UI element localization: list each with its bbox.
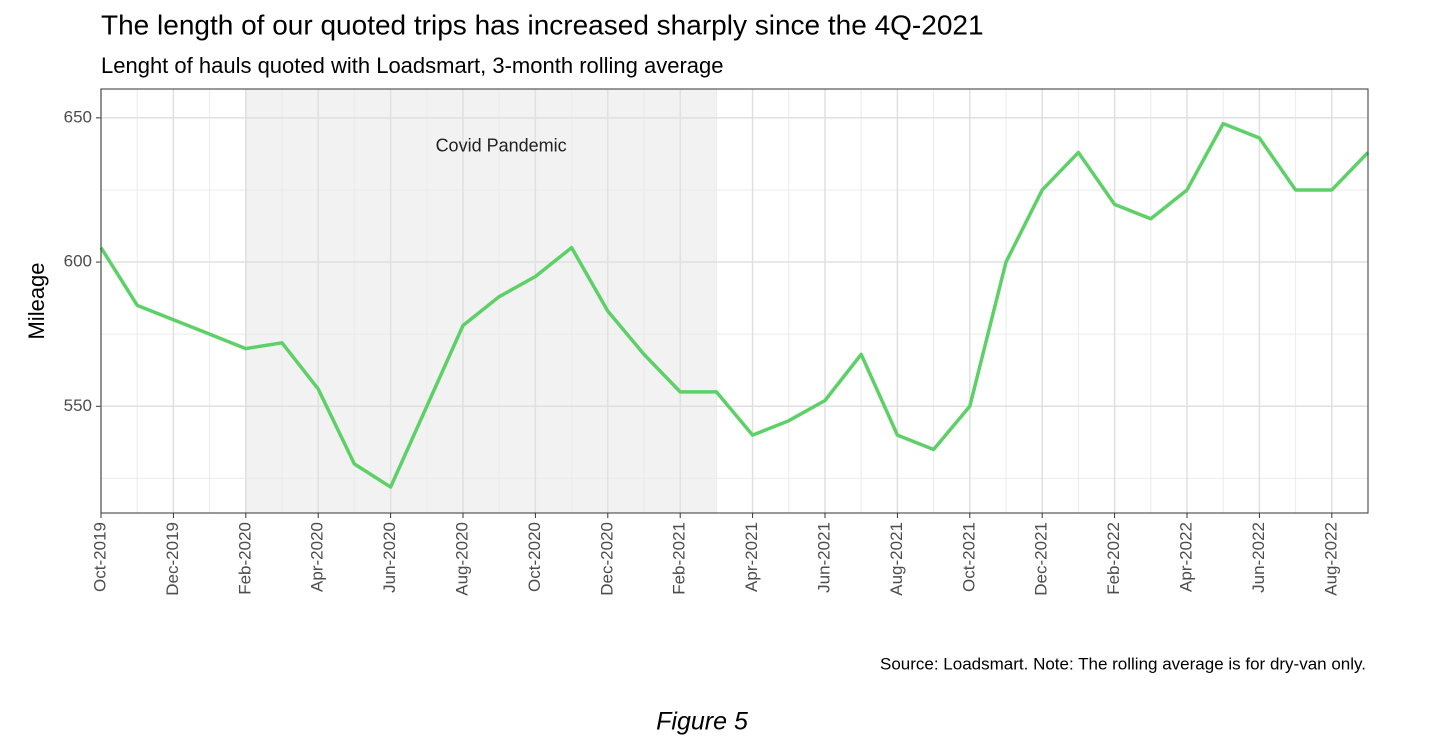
x-tick-label: Oct-2020 xyxy=(525,522,544,592)
x-tick-label: Aug-2020 xyxy=(452,522,471,596)
x-tick-label: Feb-2021 xyxy=(670,522,689,595)
x-tick-label: Aug-2021 xyxy=(887,522,906,596)
shaded-region xyxy=(245,89,717,513)
x-tick-label: Feb-2020 xyxy=(235,522,254,595)
x-tick-label: Dec-2019 xyxy=(163,522,182,596)
x-tick-label: Oct-2019 xyxy=(90,522,109,592)
x-tick-label: Apr-2020 xyxy=(308,522,327,592)
x-tick-label: Dec-2020 xyxy=(597,522,616,596)
x-tick-label: Apr-2021 xyxy=(742,522,761,592)
x-tick-label: Dec-2021 xyxy=(1032,522,1051,596)
x-tick-label: Feb-2022 xyxy=(1104,522,1123,595)
x-tick-label: Apr-2022 xyxy=(1176,522,1195,592)
plot-border xyxy=(100,88,1369,514)
y-tick-label: 550 xyxy=(64,396,92,415)
x-tick-label: Jun-2020 xyxy=(380,522,399,593)
x-tick-label: Jun-2022 xyxy=(1249,522,1268,593)
figure-caption: Figure 5 xyxy=(656,708,748,736)
source-note: Source: Loadsmart. Note: The rolling ave… xyxy=(880,654,1366,673)
y-tick-label: 650 xyxy=(64,107,92,126)
x-tick-label: Jun-2021 xyxy=(814,522,833,593)
x-tick-label: Oct-2021 xyxy=(959,522,978,592)
data-line xyxy=(99,121,1370,489)
chart-subtitle: Lenght of hauls quoted with Loadsmart, 3… xyxy=(101,53,724,78)
annotation: Covid Pandemic xyxy=(436,135,567,155)
y-tick-label: 600 xyxy=(64,252,92,271)
chart-title: The length of our quoted trips has incre… xyxy=(101,9,984,40)
y-axis-label: Mileage xyxy=(24,262,49,339)
x-tick-label: Aug-2022 xyxy=(1321,522,1340,596)
